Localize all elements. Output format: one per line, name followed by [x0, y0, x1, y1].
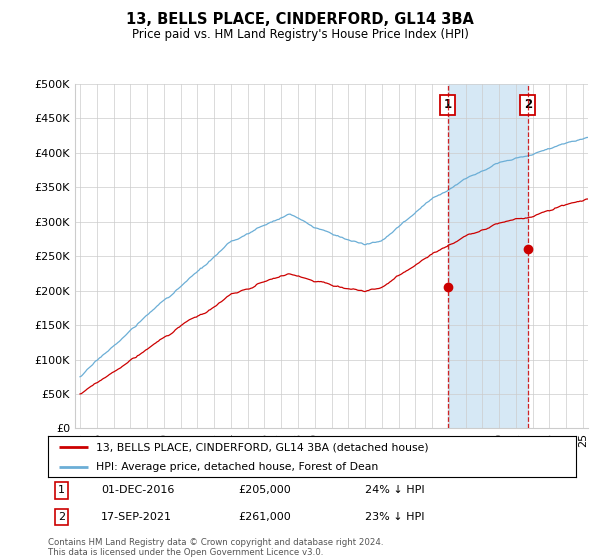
Bar — [448, 84, 528, 428]
Text: 13, BELLS PLACE, CINDERFORD, GL14 3BA: 13, BELLS PLACE, CINDERFORD, GL14 3BA — [126, 12, 474, 27]
Text: 23% ↓ HPI: 23% ↓ HPI — [365, 512, 424, 522]
Text: 1: 1 — [443, 98, 452, 111]
Text: £205,000: £205,000 — [238, 486, 291, 496]
Text: £261,000: £261,000 — [238, 512, 291, 522]
Text: 17-SEP-2021: 17-SEP-2021 — [101, 512, 172, 522]
Text: Contains HM Land Registry data © Crown copyright and database right 2024.
This d: Contains HM Land Registry data © Crown c… — [48, 538, 383, 557]
Text: 13, BELLS PLACE, CINDERFORD, GL14 3BA (detached house): 13, BELLS PLACE, CINDERFORD, GL14 3BA (d… — [95, 442, 428, 452]
Text: 2: 2 — [524, 98, 532, 111]
Text: HPI: Average price, detached house, Forest of Dean: HPI: Average price, detached house, Fore… — [95, 462, 378, 472]
Text: Price paid vs. HM Land Registry's House Price Index (HPI): Price paid vs. HM Land Registry's House … — [131, 28, 469, 41]
Text: 24% ↓ HPI: 24% ↓ HPI — [365, 486, 424, 496]
Text: 2: 2 — [58, 512, 65, 522]
Text: 01-DEC-2016: 01-DEC-2016 — [101, 486, 174, 496]
Text: 1: 1 — [58, 486, 65, 496]
